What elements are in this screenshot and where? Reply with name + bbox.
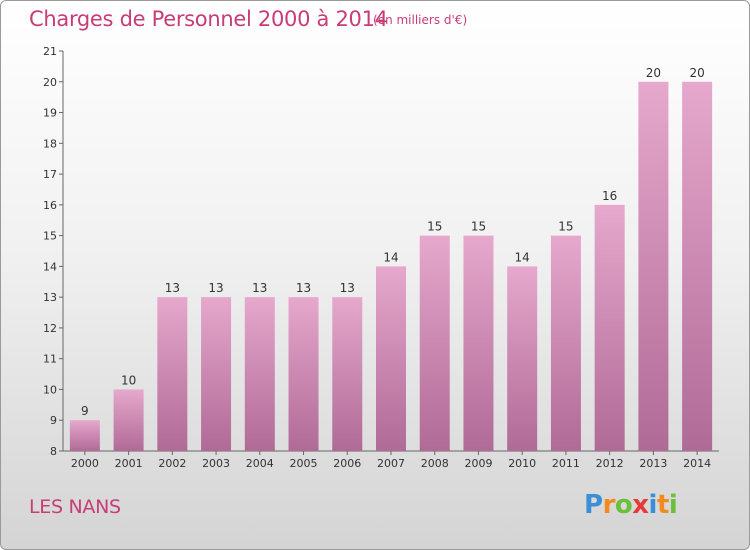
x-tick-label-2006: 2006 — [333, 457, 361, 470]
bar-2013 — [638, 81, 669, 452]
x-tick-label-2005: 2005 — [290, 457, 318, 470]
logo-letter: P — [584, 490, 603, 520]
bar-2010 — [507, 266, 538, 451]
y-tick-label: 13 — [43, 291, 57, 304]
data-label-2008: 15 — [427, 220, 442, 234]
x-tick-label-2002: 2002 — [158, 457, 186, 470]
x-tick-label-2001: 2001 — [115, 457, 143, 470]
y-tick-label: 9 — [50, 414, 57, 427]
x-tick-label-2009: 2009 — [464, 457, 492, 470]
logo-letter: i — [668, 490, 678, 520]
data-label-2014: 20 — [689, 66, 704, 80]
x-tick-label-2004: 2004 — [246, 457, 274, 470]
x-tick-label-2007: 2007 — [377, 457, 405, 470]
data-label-2005: 13 — [296, 281, 311, 295]
bar-2011 — [550, 235, 581, 451]
bar-2012 — [594, 204, 625, 451]
data-label-2002: 13 — [165, 281, 180, 295]
logo-letter: o — [614, 490, 633, 520]
x-tick-label-2008: 2008 — [421, 457, 449, 470]
x-tick-label-2011: 2011 — [552, 457, 580, 470]
bar-2008 — [419, 235, 450, 451]
data-label-2011: 15 — [558, 220, 573, 234]
place-name: LES NANS — [29, 496, 121, 518]
bar-2014 — [682, 81, 713, 452]
y-tick-label: 20 — [43, 76, 57, 89]
bar-2009 — [463, 235, 494, 451]
chart-title: Charges de Personnel 2000 à 2014 — [29, 7, 388, 31]
chart-unit: (en milliers d'€) — [373, 13, 468, 27]
bar-2002 — [157, 297, 188, 451]
y-tick-label: 14 — [43, 260, 57, 273]
logo-letter: r — [602, 490, 616, 520]
y-tick-label: 12 — [43, 322, 57, 335]
y-tick-label: 11 — [43, 353, 57, 366]
bars — [69, 81, 713, 452]
bar-2004 — [244, 297, 275, 451]
x-tick-label-2013: 2013 — [639, 457, 667, 470]
y-tick-label: 16 — [43, 199, 57, 212]
data-label-2012: 16 — [602, 189, 617, 203]
data-label-2006: 13 — [340, 281, 355, 295]
bar-2005 — [288, 297, 319, 451]
bar-2003 — [201, 297, 232, 451]
proxiti-logo: Proxiti — [584, 490, 678, 520]
axes: 8 9 10 11 12 13 14 15 16 17 18 19 20 21 — [43, 45, 719, 458]
data-label-2003: 13 — [208, 281, 223, 295]
x-tick-label-2000: 2000 — [71, 457, 99, 470]
logo-letter: t — [656, 490, 669, 520]
logo-letter: x — [632, 490, 649, 520]
y-tick-label: 21 — [43, 45, 57, 58]
data-label-2001: 10 — [121, 373, 136, 387]
bar-2001 — [113, 389, 144, 451]
x-tick-label-2014: 2014 — [683, 457, 711, 470]
data-label-2010: 14 — [515, 250, 530, 264]
labels: 9 2000 10 2001 13 2002 13 2003 13 2004 13 2005 13 200… — [71, 66, 711, 470]
x-tick-label-2012: 2012 — [596, 457, 624, 470]
y-tick-label: 19 — [43, 107, 57, 120]
y-tick-label: 8 — [50, 445, 57, 458]
data-label-2013: 20 — [646, 66, 661, 80]
x-tick-label-2010: 2010 — [508, 457, 536, 470]
data-label-2004: 13 — [252, 281, 267, 295]
data-label-2007: 14 — [383, 250, 398, 264]
logo-letter: i — [648, 490, 658, 520]
y-tick-label: 10 — [43, 383, 57, 396]
data-label-2009: 15 — [471, 220, 486, 234]
y-tick-label: 15 — [43, 230, 57, 243]
data-label-2000: 9 — [81, 404, 89, 418]
x-tick-label-2003: 2003 — [202, 457, 230, 470]
y-tick-label: 17 — [43, 168, 57, 181]
bar-2006 — [332, 297, 363, 451]
bar-2007 — [376, 266, 406, 451]
y-tick-label: 18 — [43, 137, 57, 150]
bar-2000 — [69, 420, 100, 451]
